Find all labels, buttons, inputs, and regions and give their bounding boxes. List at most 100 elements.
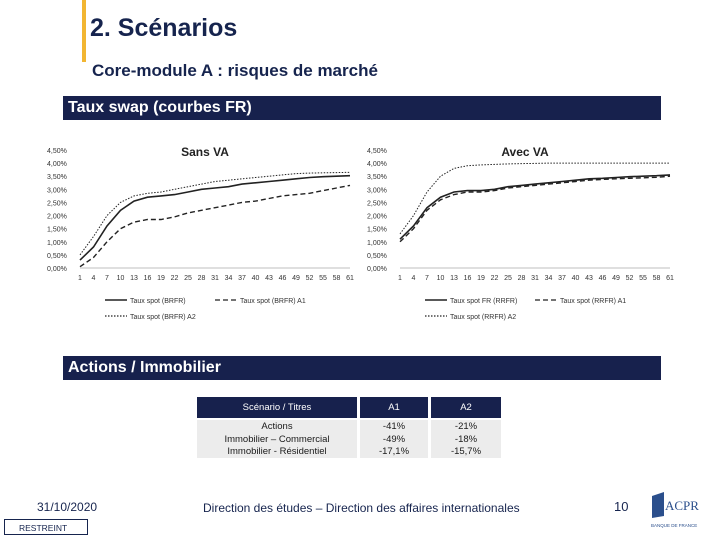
series-line: [399, 174, 671, 240]
x-tick-label: 25: [184, 275, 192, 282]
x-tick-label: 28: [198, 275, 206, 282]
chart-sans-va-svg: Sans VA 0,00% 0,50% 1,00% 1,50% 2,00% 2,50% 3,0…: [47, 145, 354, 321]
x-tick-label: 4: [412, 275, 416, 282]
x-tick-label: 13: [450, 275, 458, 282]
series-line: [79, 174, 351, 261]
y-tick-label: 1,50%: [47, 227, 67, 234]
y-tick-label: 1,00%: [367, 240, 387, 247]
y-tick-label: 0,00%: [367, 266, 387, 273]
x-tick-label: 55: [639, 275, 647, 282]
chart-title: Sans VA: [181, 145, 229, 159]
table-cell: Actions: [261, 421, 293, 432]
x-tick-label: 40: [572, 275, 580, 282]
y-tick-label: 2,00%: [367, 214, 387, 221]
x-tick-label: 1: [78, 275, 82, 282]
y-tick-label: 1,50%: [367, 227, 387, 234]
section-equity-header: Actions / Immobilier: [63, 356, 661, 380]
x-tick-label: 46: [599, 275, 607, 282]
y-tick-label: 3,50%: [367, 174, 387, 181]
x-tick-label: 46: [279, 275, 287, 282]
x-tick-label: 52: [626, 275, 634, 282]
y-tick-label: 4,00%: [47, 161, 67, 168]
legend-label: Taux spot (BRFR) A2: [130, 314, 196, 321]
x-tick-label: 40: [252, 275, 260, 282]
y-tick-label: 3,00%: [367, 187, 387, 194]
x-tick-label: 22: [491, 275, 499, 282]
legend-label: Taux spot FR (RRFR): [450, 298, 517, 305]
x-tick-label: 37: [238, 275, 246, 282]
y-tick-label: 0,50%: [47, 253, 67, 260]
table-cell: -49%: [382, 433, 406, 445]
table-cell: -41%: [382, 421, 406, 432]
x-tick-label: 16: [144, 275, 152, 282]
chart-avec-va: Avec VA 0,00% 0,50% 1,00% 1,50% 2,00% 2,50% 3,0…: [365, 134, 680, 329]
table-cell: -17,1%: [378, 446, 410, 457]
x-tick-label: 25: [504, 275, 512, 282]
x-tick-label: 1: [398, 275, 402, 282]
y-tick-label: 2,00%: [47, 214, 67, 221]
x-tick-label: 49: [292, 275, 300, 282]
legend-label: Taux spot (RRFR) A2: [450, 314, 516, 321]
logo-shape: [652, 492, 664, 518]
x-tick-label: 7: [105, 275, 109, 282]
title-accent-bar: [82, 0, 86, 62]
x-tick-label: 22: [171, 275, 179, 282]
x-tick-label: 34: [545, 275, 553, 282]
table-cell: -18%: [454, 433, 478, 445]
x-tick-label: 49: [612, 275, 620, 282]
y-tick-label: 2,50%: [47, 200, 67, 207]
x-tick-label: 58: [333, 275, 341, 282]
y-tick-label: 3,00%: [47, 187, 67, 194]
x-tick-label: 37: [558, 275, 566, 282]
y-tick-label: 0,00%: [47, 266, 67, 273]
logo-text: ACPR: [665, 498, 699, 513]
logo-subtext: BANQUE DE FRANCE: [651, 523, 697, 528]
section-rates-header: Taux swap (courbes FR): [63, 96, 661, 120]
y-tick-label: 2,50%: [367, 200, 387, 207]
x-tick-label: 4: [92, 275, 96, 282]
x-tick-label: 34: [225, 275, 233, 282]
chart-title: Avec VA: [501, 145, 549, 159]
slide-title: 2. Scénarios: [90, 14, 238, 42]
legend-label: Taux spot (RRFR) A1: [560, 298, 626, 305]
footer-date: 31/10/2020: [37, 500, 98, 514]
y-tick-label: 1,00%: [47, 240, 67, 247]
chart-avec-va-svg: Avec VA 0,00% 0,50% 1,00% 1,50% 2,00% 2,50% 3,0…: [367, 145, 674, 321]
x-tick-label: 19: [477, 275, 485, 282]
y-tick-label: 0,50%: [367, 253, 387, 260]
series-line: [79, 184, 351, 268]
table-header-a2: A2: [431, 397, 501, 418]
x-tick-label: 31: [211, 275, 219, 282]
y-tick-label: 3,50%: [47, 174, 67, 181]
table-cell: Immobilier – Commercial: [224, 433, 330, 445]
slide-subtitle: Core-module A : risques de marché: [92, 61, 378, 80]
x-tick-label: 43: [585, 275, 593, 282]
page-number: 10: [614, 499, 629, 514]
x-tick-label: 13: [130, 275, 138, 282]
table-cell: Immobilier - Résidentiel: [227, 446, 327, 457]
table-col-scenario: Actions Immobilier – Commercial Immobili…: [197, 420, 357, 458]
series-line: [399, 175, 671, 243]
acpr-logo: ACPR BANQUE DE FRANCE: [650, 490, 700, 528]
legend-label: Taux spot (BRFR): [130, 298, 186, 305]
table-cell: -15,7%: [450, 446, 482, 457]
x-tick-label: 19: [157, 275, 165, 282]
y-tick-label: 4,50%: [47, 148, 67, 155]
x-tick-label: 28: [518, 275, 526, 282]
table-col-a2: -21% -18% -15,7%: [431, 420, 501, 458]
x-tick-label: 10: [117, 275, 125, 282]
y-tick-label: 4,00%: [367, 161, 387, 168]
x-tick-label: 16: [464, 275, 472, 282]
x-tick-label: 43: [265, 275, 273, 282]
table-cell: -21%: [454, 421, 478, 432]
x-tick-label: 52: [306, 275, 314, 282]
y-tick-label: 4,50%: [367, 148, 387, 155]
table-col-a1: -41% -49% -17,1%: [360, 420, 428, 458]
x-tick-label: 10: [437, 275, 445, 282]
chart-sans-va: Sans VA 0,00% 0,50% 1,00% 1,50% 2,00% 2,50% 3,0…: [45, 134, 360, 329]
series-line: [79, 171, 351, 256]
x-tick-label: 7: [425, 275, 429, 282]
classification-badge: RESTREINT: [4, 519, 88, 535]
x-tick-label: 55: [319, 275, 327, 282]
table-header-scenario: Scénario / Titres: [197, 397, 357, 418]
